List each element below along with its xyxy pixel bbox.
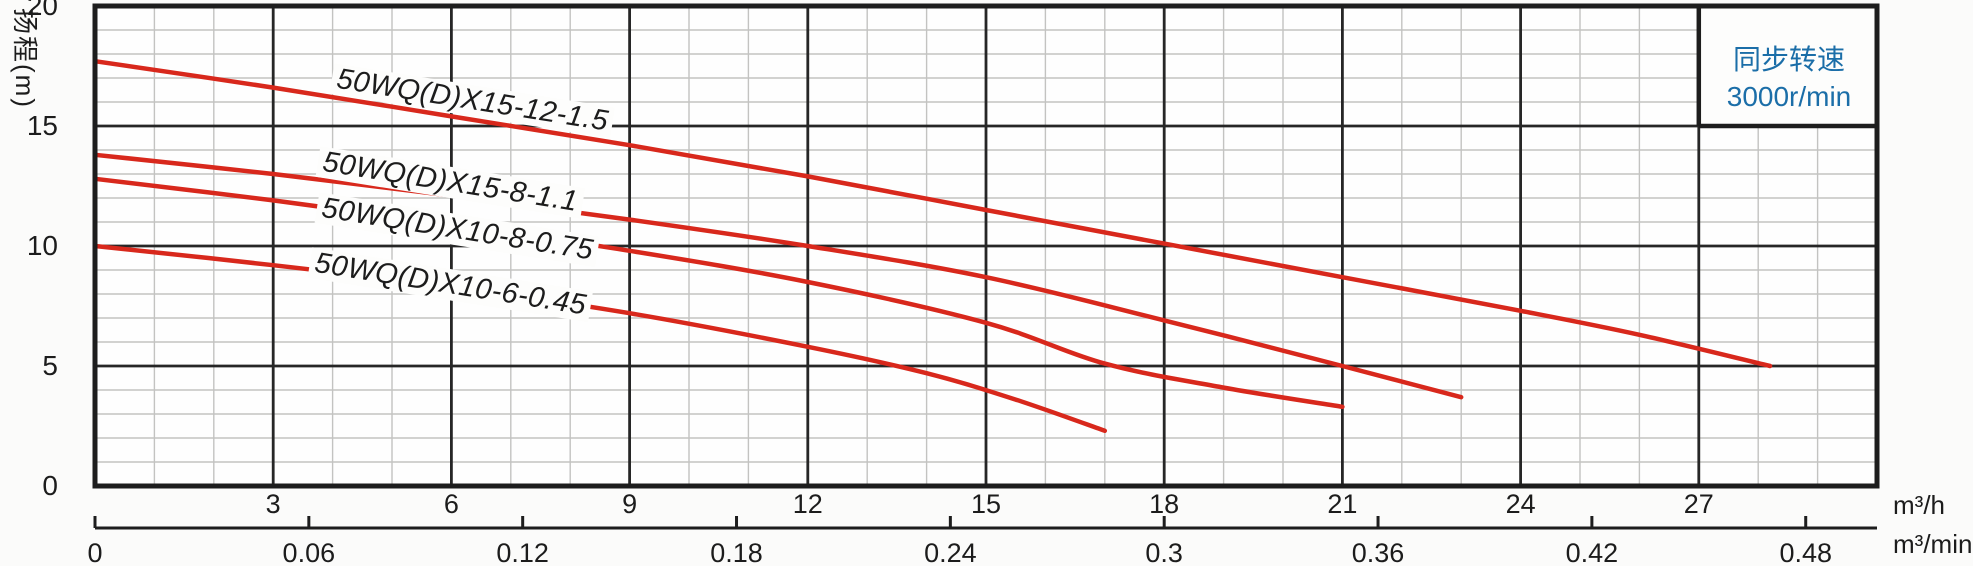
x-m3min-tick-label: 0.18 — [710, 538, 763, 566]
x-m3h-tick-label: 15 — [970, 489, 1002, 519]
x-m3min-tick-label: 0.42 — [1565, 538, 1619, 566]
x-axis-unit-m3h: m³/h — [1893, 490, 1945, 520]
y-tick-label: 5 — [42, 350, 58, 381]
x-m3h-tick-label: 21 — [1327, 489, 1358, 519]
pump-curve-1 — [92, 58, 1773, 369]
y-axis-title: 扬程(m) — [10, 8, 40, 109]
x-m3h-tick-label: 3 — [265, 489, 281, 519]
x-axis-unit-m3min: m³/min — [1893, 529, 1973, 559]
sync-speed-line2: 3000r/min — [1726, 81, 1852, 112]
y-tick-label: 15 — [26, 110, 58, 141]
x-m3h-tick-label: 18 — [1149, 489, 1180, 519]
y-tick-label: 0 — [42, 470, 58, 501]
x-m3h-tick-label: 6 — [443, 489, 459, 519]
x-m3min-tick-label: 0.48 — [1779, 538, 1832, 566]
x-m3h-tick-label: 24 — [1505, 489, 1536, 519]
sync-speed-line1: 同步转速 — [1732, 44, 1846, 75]
x-m3min-tick-label: 0.24 — [924, 538, 977, 566]
x-m3min-tick-label: 0.3 — [1145, 538, 1183, 566]
x-m3min-tick-label: 0 — [87, 538, 103, 566]
plot-border — [92, 3, 1880, 489]
x-m3min-tick-label: 0.36 — [1351, 538, 1405, 566]
sync-speed-box — [1698, 6, 1877, 126]
x-m3h-tick-label: 9 — [622, 489, 638, 519]
pump-curve-2 — [92, 152, 1464, 400]
pump-curve-3 — [92, 176, 1345, 410]
y-tick-label: 20 — [26, 0, 58, 21]
pump-curve-4 — [92, 243, 1108, 434]
x-m3h-tick-label: 12 — [792, 489, 823, 519]
x-m3h-tick-label: 27 — [1683, 489, 1714, 519]
x-m3min-tick-label: 0.06 — [282, 538, 336, 566]
y-tick-label: 10 — [26, 230, 58, 261]
x-m3min-tick-label: 0.12 — [496, 538, 549, 566]
